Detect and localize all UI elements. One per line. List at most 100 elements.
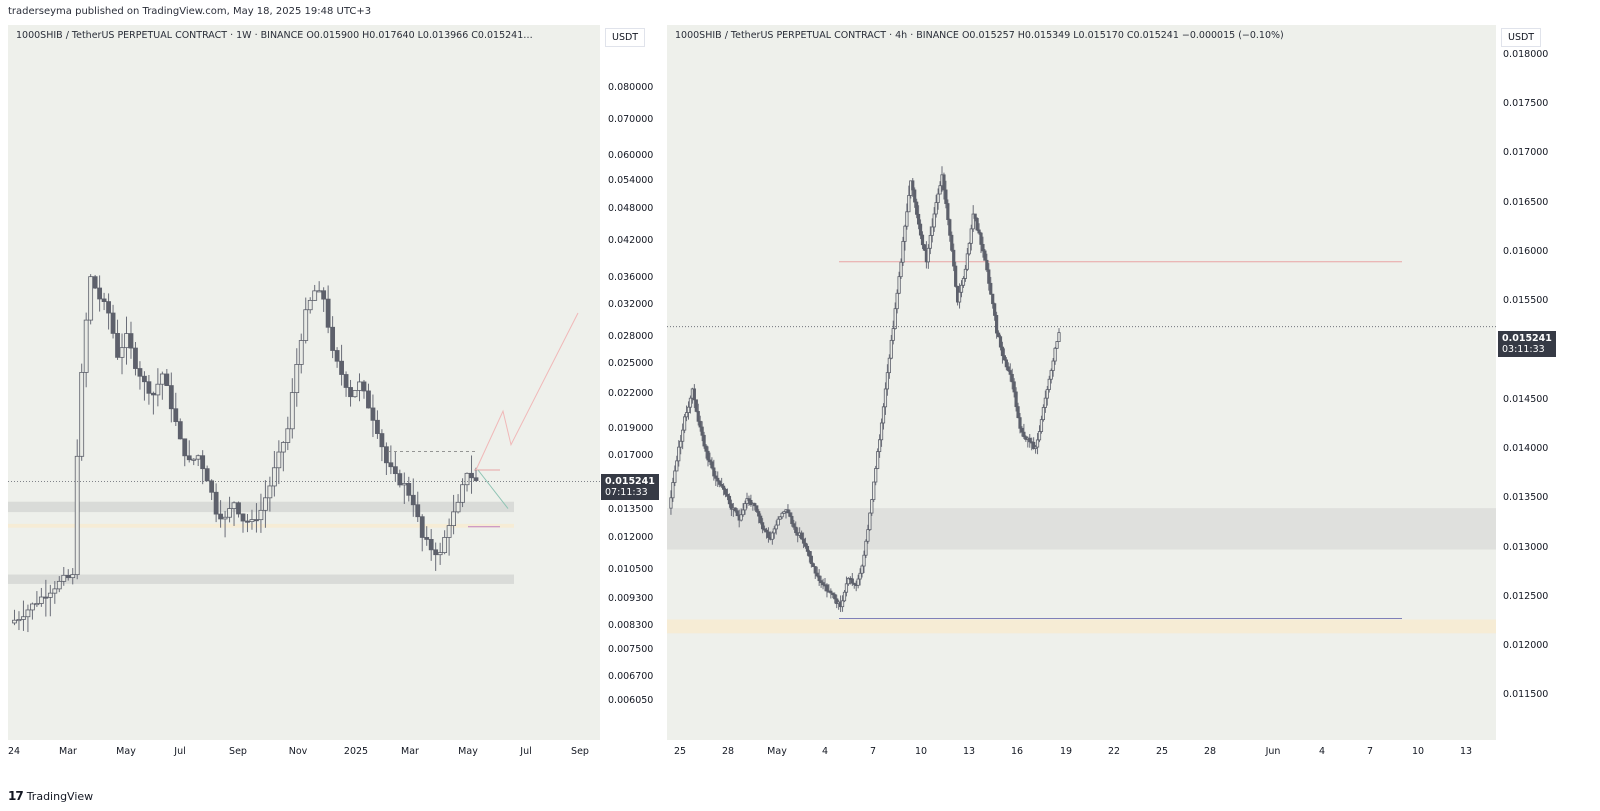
left-x-tick: 2025 — [343, 746, 369, 757]
candle-body — [191, 458, 197, 461]
candle-body — [222, 516, 228, 520]
candle-body — [913, 189, 917, 203]
left-y-tick: 0.009300 — [608, 592, 654, 604]
candle-body — [881, 406, 886, 424]
candle-body — [850, 578, 854, 584]
bullish-projection — [475, 312, 579, 471]
candle-body — [334, 350, 340, 362]
left-y-tick: 0.080000 — [608, 81, 654, 93]
candle-body — [1041, 407, 1046, 421]
candle-body — [258, 509, 264, 521]
left-y-tick: 0.028000 — [608, 331, 654, 343]
candle-body — [718, 480, 722, 485]
candle-body — [267, 485, 273, 499]
candle-body — [195, 455, 201, 460]
candle-body — [704, 445, 708, 452]
candle-body — [846, 577, 850, 585]
candle-body — [712, 467, 716, 477]
candle-body — [218, 513, 223, 520]
candle-body — [1010, 373, 1014, 383]
candle-body — [998, 336, 1003, 348]
candle-body — [186, 455, 192, 461]
candle-body — [994, 315, 999, 334]
candle-body — [410, 494, 416, 506]
candle-body — [971, 213, 975, 230]
candle-body — [934, 202, 938, 215]
candle-body — [361, 381, 367, 392]
candle-body — [339, 360, 344, 375]
candle-body — [343, 374, 349, 388]
left-price-axis[interactable] — [600, 25, 660, 740]
right-currency-unit[interactable]: USDT — [1501, 28, 1542, 47]
right-y-tick: 0.015500 — [1503, 295, 1549, 307]
candle-body — [146, 381, 152, 394]
candle-body — [944, 189, 948, 204]
candle-body — [1000, 346, 1005, 357]
candle-body — [957, 291, 962, 303]
candle-body — [1008, 370, 1012, 375]
candle-body — [406, 483, 412, 496]
left-x-tick: Jul — [520, 746, 532, 757]
candle-body — [831, 592, 835, 595]
candle-body — [83, 319, 89, 373]
candle-body — [1047, 378, 1051, 390]
candle-body — [30, 603, 35, 611]
left-currency-unit[interactable]: USDT — [605, 28, 646, 47]
candle-body — [852, 582, 856, 585]
candle-body — [164, 373, 170, 386]
candle-body — [303, 309, 309, 341]
bearish-projection — [477, 469, 509, 509]
left-time-axis[interactable] — [8, 740, 600, 764]
right-price-badge: 0.015241 03:11:33 — [1498, 331, 1556, 357]
candle-body — [817, 575, 821, 582]
candle-body — [979, 232, 983, 245]
candle-body — [209, 480, 215, 493]
candle-body — [897, 276, 901, 294]
right-x-tick: 16 — [1010, 746, 1024, 757]
left-y-tick: 0.036000 — [608, 271, 654, 283]
candle-body — [424, 537, 430, 540]
candle-body — [862, 554, 866, 567]
candle-body — [877, 439, 882, 453]
candle-body — [16, 619, 22, 622]
left-chart-pane[interactable] — [8, 25, 600, 740]
candle-body — [891, 328, 895, 341]
candle-body — [725, 493, 730, 497]
candle-body — [231, 502, 237, 509]
candle-body — [388, 462, 394, 468]
tradingview-footer[interactable]: 17 TradingView — [8, 789, 93, 803]
candle-body — [1018, 417, 1022, 429]
candle-body — [757, 511, 761, 517]
candle-body — [437, 552, 443, 556]
candle-body — [887, 357, 891, 374]
right-x-tick: 28 — [1203, 746, 1217, 757]
right-x-tick: 25 — [1155, 746, 1169, 757]
candle-body — [844, 583, 849, 593]
left-price-badge: 0.015241 07:11:33 — [601, 474, 659, 500]
candle-body — [743, 503, 747, 511]
right-time-axis[interactable] — [667, 740, 1496, 764]
candle-body — [142, 375, 147, 383]
candle-body — [893, 308, 897, 329]
candle-body — [991, 293, 995, 305]
candle-body — [973, 213, 977, 219]
candle-body — [821, 582, 825, 586]
candle-body — [101, 298, 107, 302]
candle-body — [805, 545, 810, 552]
left-x-tick: 24 — [7, 746, 21, 757]
candle-body — [916, 213, 921, 225]
candle-body — [442, 537, 448, 553]
candle-body — [741, 509, 745, 516]
right-last-price: 0.015241 — [1502, 333, 1552, 344]
candle-body — [755, 505, 759, 512]
candle-body — [419, 516, 425, 538]
right-price-axis[interactable] — [1496, 25, 1600, 740]
candle-body — [375, 419, 380, 434]
candle-body — [745, 498, 749, 504]
right-y-tick: 0.014000 — [1503, 443, 1549, 454]
candle-body — [673, 470, 677, 483]
candle-body — [983, 250, 987, 261]
right-countdown: 03:11:33 — [1502, 344, 1545, 355]
candle-body — [43, 596, 49, 599]
candle-body — [383, 446, 389, 464]
